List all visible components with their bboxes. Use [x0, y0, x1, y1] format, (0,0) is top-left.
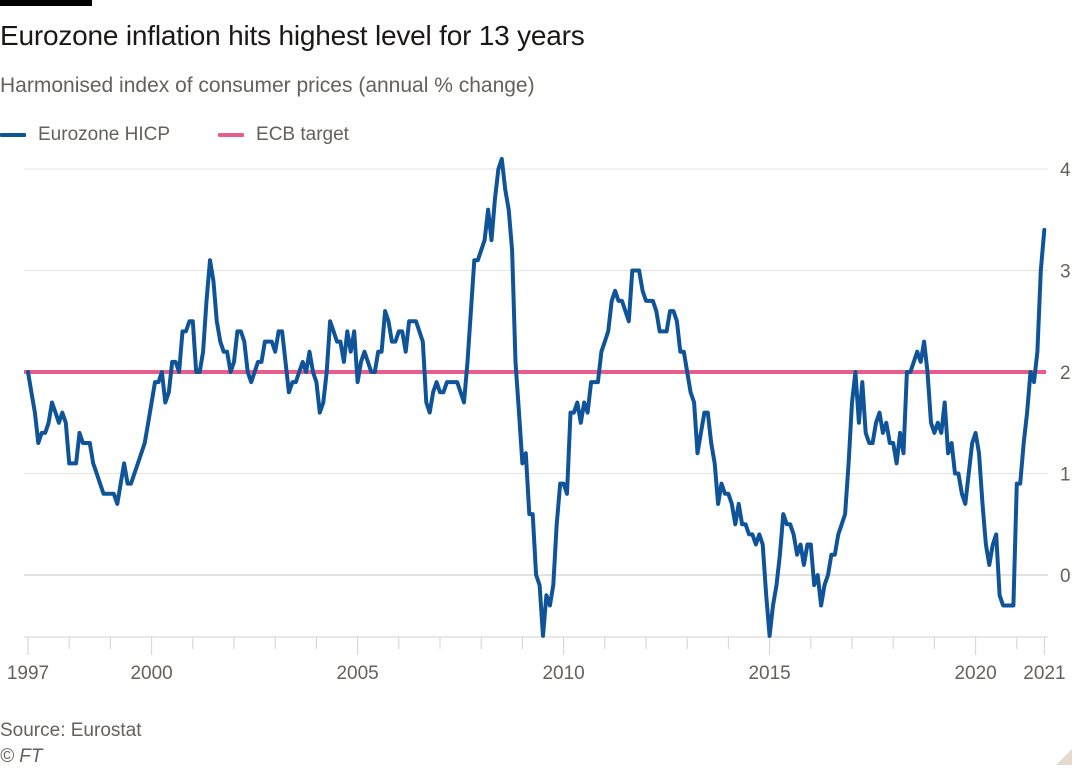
legend-item-hicp: Eurozone HICP	[0, 124, 170, 146]
legend-swatch-hicp	[0, 133, 26, 137]
legend-label-ecb-target: ECB target	[256, 124, 349, 145]
source-note: Source: Eurostat	[0, 720, 142, 741]
legend-swatch-ecb-target	[218, 133, 245, 137]
x-tick-label: 2020	[954, 663, 996, 684]
legend: Eurozone HICP ECB target	[0, 124, 397, 146]
legend-item-ecb-target: ECB target	[218, 124, 349, 146]
copyright-note: © FT	[0, 746, 43, 767]
x-tick-label: 1997	[7, 663, 49, 684]
corner-resize-icon	[1056, 749, 1072, 765]
chart-title: Eurozone inflation hits highest level fo…	[0, 20, 585, 51]
y-tick-label: 1	[1060, 465, 1071, 486]
x-tick-label: 2000	[130, 663, 172, 684]
y-tick-label: 4	[1060, 160, 1071, 181]
y-tick-label: 0	[1060, 566, 1071, 587]
series-layer	[24, 156, 1047, 638]
x-tick-label: 2015	[748, 663, 790, 684]
chart-subtitle: Harmonised index of consumer prices (ann…	[0, 74, 535, 97]
y-tick-label: 3	[1060, 262, 1071, 283]
y-axis-labels: 0 1 2 3 4	[1060, 160, 1071, 587]
line-chart: 0 1 2 3 4 1997 2000 2005 2010 2015 2020 2021	[7, 156, 1071, 684]
x-tick-label: 2005	[336, 663, 378, 684]
x-tick-label: 2010	[542, 663, 584, 684]
y-tick-label: 2	[1060, 363, 1071, 384]
x-tick-label: 2021	[1023, 663, 1065, 684]
legend-label-hicp: Eurozone HICP	[38, 124, 171, 145]
ft-brand-bar	[0, 0, 92, 6]
x-axis: 1997 2000 2005 2010 2015 2020 2021	[7, 636, 1066, 684]
hicp-line	[26, 156, 1047, 638]
